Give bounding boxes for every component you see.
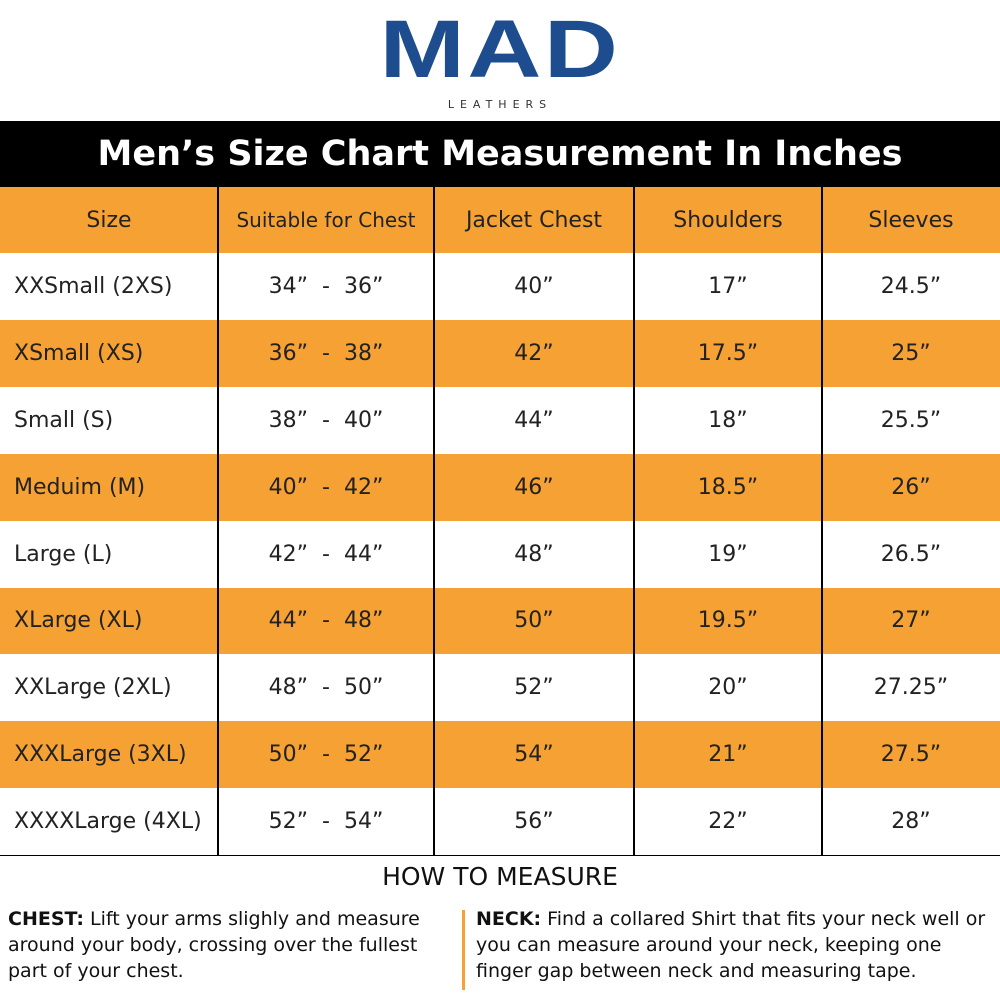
table-cell: 44” - 48” <box>268 608 384 634</box>
row-band <box>0 587 1000 655</box>
table-cell: XSmall (XS) <box>14 340 144 366</box>
row-band <box>0 319 1000 387</box>
table-bottom-line <box>0 855 1000 857</box>
table-cell: XXLarge (2XL) <box>14 675 172 701</box>
table-cell: Large (L) <box>14 541 113 567</box>
table-cell: 38” - 40” <box>268 407 384 433</box>
table-cell: 34” - 36” <box>268 273 384 299</box>
table-cell: 48” - 50” <box>268 675 384 701</box>
table-cell: XXXLarge (3XL) <box>14 742 187 768</box>
table-cell: 20” <box>708 675 748 701</box>
table-cell: 27” <box>891 608 931 634</box>
table-cell: 17.5” <box>697 340 759 366</box>
table-cell: 36” - 38” <box>268 340 384 366</box>
table-cell: 50” <box>514 608 554 634</box>
table-cell: XXSmall (2XS) <box>14 273 173 299</box>
table-cell: 24.5” <box>880 273 942 299</box>
table-cell: 27.25” <box>873 675 949 701</box>
table-cell: 27.5” <box>880 742 942 768</box>
measure-title: HOW TO MEASURE <box>382 862 618 891</box>
row-band <box>0 453 1000 521</box>
column-divider <box>433 187 435 856</box>
table-cell: XXXXLarge (4XL) <box>14 809 202 835</box>
table-cell: 28” <box>891 809 931 835</box>
table-cell: 21” <box>708 742 748 768</box>
table-cell: 52” <box>514 675 554 701</box>
table-cell: 50” - 52” <box>268 742 384 768</box>
column-divider <box>633 187 635 856</box>
note-divider <box>462 910 465 990</box>
table-cell: 25” <box>891 340 931 366</box>
table-cell: Meduim (M) <box>14 474 146 500</box>
table-cell: 19” <box>708 541 748 567</box>
table-cell: 17” <box>708 273 748 299</box>
table-cell: 26.5” <box>880 541 942 567</box>
logo-title: MAD <box>379 4 621 95</box>
table-cell: Small (S) <box>14 407 114 433</box>
measure-note: CHEST: Lift your arms slighly and measure… <box>8 906 453 984</box>
table-cell: XLarge (XL) <box>14 608 143 634</box>
chart-title: Men’s Size Chart Measurement In Inches <box>0 121 1000 187</box>
table-cell: 54” <box>514 742 554 768</box>
table-cell: 40” <box>514 273 554 299</box>
table-cell: 52” - 54” <box>268 809 384 835</box>
column-header: Jacket Chest <box>465 207 603 233</box>
table-cell: 18.5” <box>697 474 759 500</box>
note-label: NECK: <box>476 908 542 930</box>
column-header: Size <box>86 207 132 233</box>
column-header: Sleeves <box>868 207 954 233</box>
note-text: Lift your arms slighly and measure aroun… <box>8 908 420 982</box>
table-cell: 19.5” <box>697 608 759 634</box>
table-cell: 42” - 44” <box>268 541 384 567</box>
table-cell: 48” <box>514 541 554 567</box>
table-cell: 46” <box>514 474 554 500</box>
column-divider <box>821 187 823 856</box>
header-row <box>0 187 1000 253</box>
row-band <box>0 721 1000 789</box>
table-cell: 18” <box>708 407 748 433</box>
logo-subtitle: LEATHERS <box>447 98 553 111</box>
table-cell: 22” <box>708 809 748 835</box>
column-header: Shoulders <box>673 207 783 233</box>
table-cell: 56” <box>514 809 554 835</box>
table-cell: 40” - 42” <box>268 474 384 500</box>
table-cell: 25.5” <box>880 407 942 433</box>
table-cell: 26” <box>891 474 931 500</box>
measure-note: NECK: Find a collared Shirt that fits you… <box>476 906 996 984</box>
column-header: Suitable for Chest <box>236 208 416 232</box>
table-cell: 44” <box>514 407 554 433</box>
note-label: CHEST: <box>8 908 85 930</box>
table-cell: 42” <box>514 340 554 366</box>
note-text: Find a collared Shirt that fits your nec… <box>476 908 986 982</box>
column-divider <box>217 187 219 856</box>
